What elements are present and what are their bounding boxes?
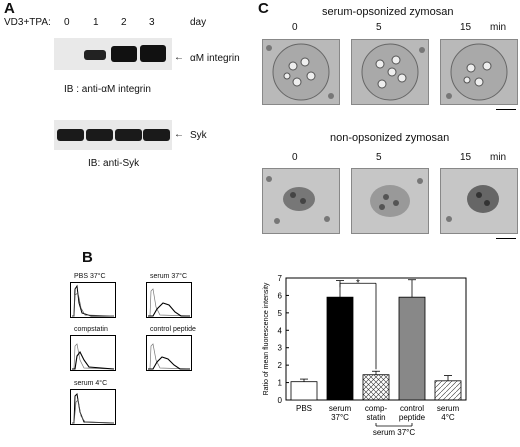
hist-label: serum 4°C bbox=[74, 380, 108, 387]
day-1: 1 bbox=[93, 17, 99, 28]
bar bbox=[362, 374, 390, 401]
x-tick-label: serum bbox=[437, 404, 460, 413]
x-tick-label: comp- bbox=[365, 404, 388, 413]
hist-label: control peptide bbox=[150, 326, 196, 333]
x-tick-label: serum bbox=[329, 404, 352, 413]
bar bbox=[290, 381, 318, 401]
y-tick-label: 0 bbox=[278, 396, 283, 405]
x-tick-label: control bbox=[400, 404, 424, 413]
blot-band bbox=[115, 129, 142, 141]
x-tick-label: 37°C bbox=[331, 413, 349, 422]
y-tick-label: 4 bbox=[278, 326, 283, 335]
syk-label: Syk bbox=[190, 130, 207, 141]
time-5: 5 bbox=[376, 152, 382, 163]
panel-a-letter: A bbox=[4, 0, 15, 17]
blot-band bbox=[57, 129, 84, 141]
y-axis-label: Ratio of mean fluorescence intensity bbox=[263, 282, 270, 395]
day-unit: day bbox=[190, 17, 207, 28]
syk-blot bbox=[54, 120, 172, 150]
micrograph-opsonized-5 bbox=[351, 39, 429, 105]
group-label: serum 37°C bbox=[373, 428, 416, 437]
day-2: 2 bbox=[121, 17, 127, 28]
y-tick-label: 3 bbox=[278, 344, 283, 353]
time-15: 15 bbox=[460, 152, 472, 163]
histogram-pbs bbox=[70, 282, 116, 318]
y-tick-label: 2 bbox=[278, 361, 283, 370]
x-tick-label: PBS bbox=[296, 404, 312, 413]
blot-band bbox=[143, 129, 170, 141]
histogram-serum4 bbox=[70, 389, 116, 425]
time-unit: min bbox=[490, 22, 507, 33]
bar bbox=[398, 296, 426, 401]
blot-band bbox=[111, 46, 137, 62]
micrograph-opsonized-0 bbox=[262, 39, 340, 105]
hist-label: compstatin bbox=[74, 326, 108, 333]
arrow-icon: ← bbox=[174, 129, 184, 140]
hist-label: PBS 37°C bbox=[74, 273, 106, 280]
day-3: 3 bbox=[149, 17, 155, 28]
day-0: 0 bbox=[64, 17, 70, 28]
x-tick-label: peptide bbox=[399, 413, 426, 422]
significance-star: * bbox=[356, 278, 360, 289]
histogram-control-peptide bbox=[146, 335, 192, 371]
bar-chart: 0 1 2 3 4 5 6 7 Ratio of mean fluorescence inten… bbox=[256, 272, 518, 442]
micrograph-nonopsonized-0 bbox=[262, 168, 340, 234]
micrograph-nonopsonized-15 bbox=[440, 168, 518, 234]
treatment-label: VD3+TPA: bbox=[4, 17, 51, 28]
blot1-ib-label: IB : anti-αM integrin bbox=[64, 84, 151, 95]
scale-bar bbox=[496, 238, 516, 239]
arrow-icon: ← bbox=[174, 52, 184, 63]
blot-band bbox=[140, 45, 166, 62]
micrograph-nonopsonized-5 bbox=[351, 168, 429, 234]
y-tick-label: 6 bbox=[278, 291, 283, 300]
row2-title: non-opsonized zymosan bbox=[330, 132, 450, 144]
scale-bar bbox=[496, 109, 516, 110]
blot-band bbox=[84, 50, 106, 60]
bar bbox=[434, 380, 462, 401]
x-tick-label: statin bbox=[366, 413, 385, 422]
time-unit: min bbox=[490, 152, 507, 163]
y-tick-label: 7 bbox=[278, 274, 283, 283]
y-tick-label: 5 bbox=[278, 309, 283, 318]
time-5: 5 bbox=[376, 22, 382, 33]
time-0: 0 bbox=[292, 22, 298, 33]
panel-c-letter: C bbox=[258, 0, 269, 17]
hist-label: serum 37°C bbox=[150, 273, 188, 280]
y-tick-label: 1 bbox=[278, 379, 283, 388]
micrograph-opsonized-15 bbox=[440, 39, 518, 105]
bar-chart-svg: 0 1 2 3 4 5 6 7 Ratio of mean fluorescence inten… bbox=[263, 274, 467, 437]
bar bbox=[326, 296, 354, 401]
alpham-integrin-blot bbox=[54, 38, 172, 70]
time-15: 15 bbox=[460, 22, 472, 33]
histogram-compstatin bbox=[70, 335, 116, 371]
row1-title: serum-opsonized zymosan bbox=[322, 6, 454, 18]
histogram-serum37 bbox=[146, 282, 192, 318]
panel-b-letter: B bbox=[82, 249, 93, 266]
alpham-integrin-label: αM integrin bbox=[190, 53, 240, 64]
blot2-ib-label: IB: anti-Syk bbox=[88, 158, 140, 169]
x-tick-label: 4°C bbox=[441, 413, 455, 422]
time-0: 0 bbox=[292, 152, 298, 163]
blot-band bbox=[86, 129, 113, 141]
